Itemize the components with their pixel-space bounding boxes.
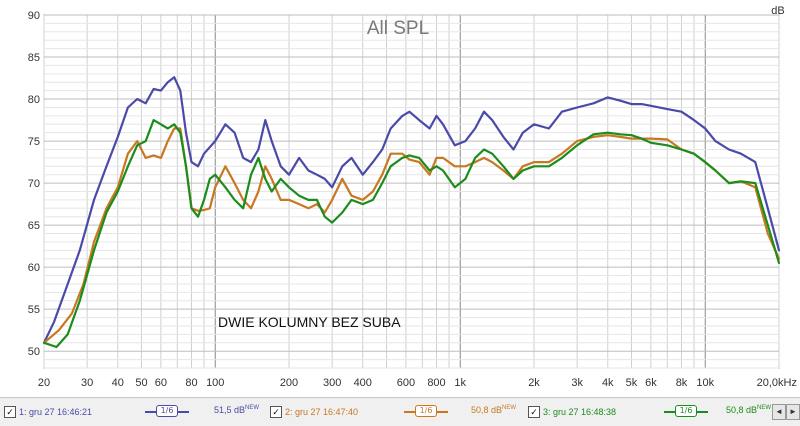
scroll-left-button[interactable]: ◄ <box>772 404 786 420</box>
legend-checkbox-1[interactable]: ✓ <box>4 406 16 418</box>
legend-checkbox-2[interactable]: ✓ <box>270 406 282 418</box>
level-readout-2: 50,8 dBNEW <box>471 405 516 415</box>
x-tick-label: 3k <box>571 377 583 389</box>
grid <box>43 14 780 369</box>
x-tick-label: 200 <box>280 377 298 389</box>
x-tick-label: 60 <box>155 377 167 389</box>
y-axis-unit-label: dB <box>771 5 784 17</box>
level-value-2: 50,8 dB <box>471 405 503 415</box>
smoothing-label-3: 1/6 <box>674 405 698 417</box>
series-line-3 <box>42 119 781 349</box>
y-tick-label: 85 <box>28 52 40 64</box>
y-axis: 50 55 60 65 70 75 80 85 90 <box>28 10 40 358</box>
y-tick-label: 80 <box>28 94 40 106</box>
level-readout-3: 50,8 dBNEW <box>726 405 771 415</box>
level-tag-2: NEW <box>502 405 517 411</box>
series-layer <box>42 76 781 349</box>
x-tick-label: 100 <box>206 377 224 389</box>
y-tick-label: 50 <box>28 346 40 358</box>
x-tick-label: 80 <box>185 377 197 389</box>
legend-item-1[interactable]: ✓ 1: gru 27 16:46:21 <box>4 405 92 419</box>
x-tick-label: 600 <box>397 377 415 389</box>
x-tick-label: 4k <box>602 377 614 389</box>
level-value-1: 51,5 dB <box>214 405 246 415</box>
level-tag-1: NEW <box>245 405 260 411</box>
level-readout-1: 51,5 dBNEW <box>214 405 259 415</box>
chart-title: All SPL <box>367 18 429 39</box>
y-tick-label: 60 <box>28 262 40 274</box>
x-tick-label: 5k <box>626 377 638 389</box>
chart-annotation: DWIE KOLUMNY BEZ SUBA <box>218 314 401 330</box>
level-value-3: 50,8 dB <box>726 405 758 415</box>
legend-checkbox-3[interactable]: ✓ <box>528 406 540 418</box>
x-tick-label: 10k <box>696 377 714 389</box>
x-tick-label: 30 <box>81 377 93 389</box>
x-tick-label: 50 <box>135 377 147 389</box>
series-line-2 <box>42 127 781 344</box>
spl-chart: 50 55 60 65 70 75 80 85 90 20 30 40 50 60 80 100 200 300… <box>28 5 797 389</box>
x-tick-label: 20 <box>38 377 50 389</box>
legend-item-3[interactable]: ✓ 3: gru 27 16:48:38 <box>528 405 616 419</box>
smoothing-button-2[interactable]: 1/6 <box>404 404 448 418</box>
legend-bar: ✓ 1: gru 27 16:46:21 1/6 51,5 dBNEW ✓ 2:… <box>0 397 800 426</box>
smoothing-label-1: 1/6 <box>155 405 179 417</box>
smoothing-button-3[interactable]: 1/6 <box>664 404 708 418</box>
x-tick-label: 400 <box>354 377 372 389</box>
legend-label-3: 3: gru 27 16:48:38 <box>543 407 617 417</box>
y-tick-label: 70 <box>28 178 40 190</box>
x-tick-label: 300 <box>323 377 341 389</box>
scroll-right-button[interactable]: ► <box>786 404 800 420</box>
x-tick-label: 1k <box>454 377 466 389</box>
legend-label-2: 2: gru 27 16:47:40 <box>285 407 359 417</box>
y-tick-label: 55 <box>28 304 40 316</box>
x-tick-label: 2k <box>528 377 540 389</box>
x-tick-label: 20,0kHz <box>757 377 797 389</box>
x-tick-label: 40 <box>112 377 124 389</box>
legend-item-2[interactable]: ✓ 2: gru 27 16:47:40 <box>270 405 358 419</box>
x-tick-label: 8k <box>676 377 688 389</box>
legend-label-1: 1: gru 27 16:46:21 <box>19 407 93 417</box>
y-tick-label: 75 <box>28 136 40 148</box>
x-tick-label: 800 <box>427 377 445 389</box>
smoothing-button-1[interactable]: 1/6 <box>145 404 189 418</box>
smoothing-label-2: 1/6 <box>414 405 438 417</box>
x-axis: 20 30 40 50 60 80 100 200 300 400 600 800 1k 2k 3k 4k 5k… <box>38 377 797 389</box>
series-line-1 <box>42 76 781 344</box>
level-tag-3: NEW <box>757 405 772 411</box>
x-tick-label: 6k <box>645 377 657 389</box>
y-tick-label: 65 <box>28 220 40 232</box>
y-tick-label: 90 <box>28 10 40 22</box>
